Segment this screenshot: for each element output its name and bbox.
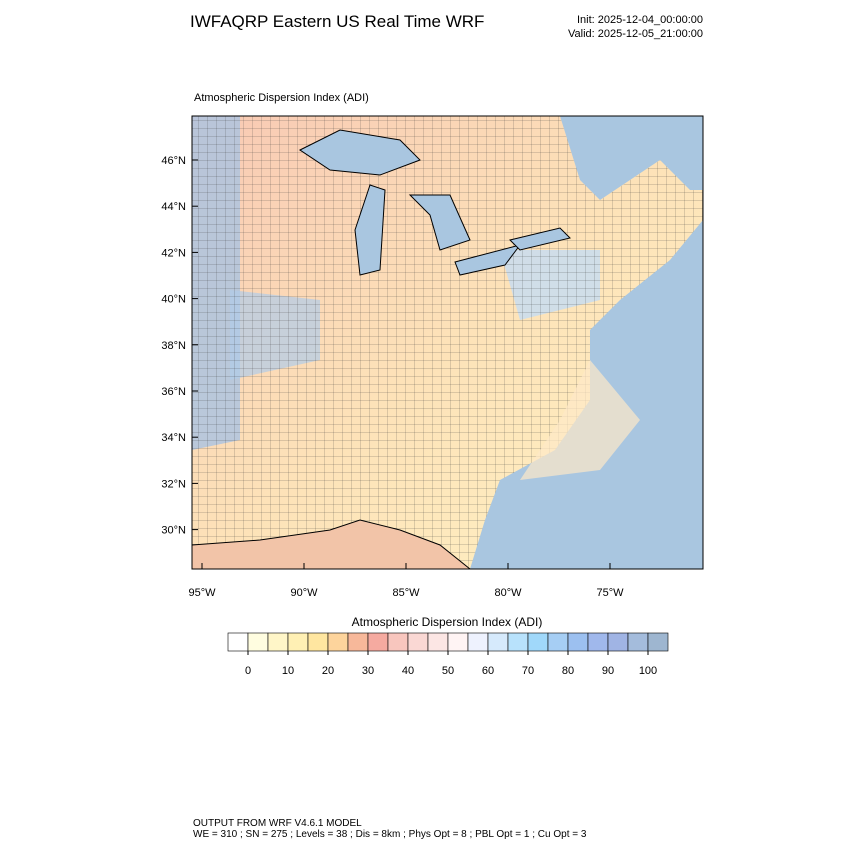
counties xyxy=(192,116,703,569)
colorbar-tick-label: 20 xyxy=(322,665,334,677)
title: IWFAQRP Eastern US Real Time WRF xyxy=(190,12,484,31)
colorbar-swatch xyxy=(327,632,349,652)
colorbar-tick-label: 10 xyxy=(282,665,294,677)
colorbar-swatch xyxy=(447,632,469,652)
colorbar-swatch xyxy=(607,632,629,652)
colorbar-title: Atmospheric Dispersion Index (ADI) xyxy=(352,615,543,629)
colorbar-swatch xyxy=(387,632,409,652)
lat-label: 30°N xyxy=(161,525,186,537)
map-frame xyxy=(191,115,704,570)
colorbar-swatch xyxy=(527,632,549,652)
lat-label: 32°N xyxy=(161,478,186,490)
colorbar-swatch xyxy=(247,632,269,652)
colorbar-swatch xyxy=(587,632,609,652)
lat-label: 42°N xyxy=(161,247,186,259)
colorbar-tick-label: 90 xyxy=(602,665,614,677)
lon-label: 85°W xyxy=(392,587,420,599)
footer-line: WE = 310 ; SN = 275 ; Levels = 38 ; Dis … xyxy=(193,829,587,840)
colorbar-swatch xyxy=(347,632,369,652)
map-subtitle: Atmospheric Dispersion Index (ADI) xyxy=(194,92,369,104)
lon-label: 90°W xyxy=(290,587,318,599)
colorbar-swatch xyxy=(407,632,429,652)
colorbar-swatch xyxy=(367,632,389,652)
colorbar-swatch xyxy=(547,632,569,652)
lon-label: 95°W xyxy=(188,587,216,599)
axes: 46°N 44°N 42°N 40°N 38°N 36°N 34°N 32°N 30°N 95°W… xyxy=(161,155,624,599)
colorbar-swatch xyxy=(287,632,309,652)
colorbar-swatch xyxy=(427,632,449,652)
lake-ontario xyxy=(509,227,571,251)
colorbar-swatch xyxy=(487,632,509,652)
lake-huron xyxy=(408,194,471,251)
colorbar-swatch xyxy=(307,632,329,652)
init-time: Init: 2025-12-04_00:00:00 xyxy=(577,14,703,26)
lat-label: 38°N xyxy=(161,340,186,352)
lake-superior xyxy=(299,129,421,176)
colorbar-swatch xyxy=(567,632,589,652)
colorbar-swatch xyxy=(467,632,489,652)
colorbar-swatch xyxy=(507,632,529,652)
colorbar-tick-label: 40 xyxy=(402,665,414,677)
colorbar-swatch xyxy=(267,632,289,652)
colorbar-swatch xyxy=(227,632,249,652)
footer-line: OUTPUT FROM WRF V4.6.1 MODEL xyxy=(193,818,362,829)
lon-label: 80°W xyxy=(494,587,522,599)
colorbar-tick-label: 0 xyxy=(245,665,251,677)
coastal-plume xyxy=(520,360,640,480)
valid-time: Valid: 2025-12-05_21:00:00 xyxy=(568,28,703,40)
colorbar-tick-label: 60 xyxy=(482,665,494,677)
lat-label: 34°N xyxy=(161,432,186,444)
colorbar-swatch xyxy=(627,632,649,652)
colorbar: 0 10 20 30 40 50 60 70 80 90 100 xyxy=(227,632,669,677)
colorbar-tick-label: 70 xyxy=(522,665,534,677)
colorbar-swatch xyxy=(647,632,669,652)
colorbar-tick-label: 100 xyxy=(639,665,657,677)
lake-michigan xyxy=(354,184,386,276)
colorbar-tick-label: 50 xyxy=(442,665,454,677)
colorbar-tick-label: 80 xyxy=(562,665,574,677)
colorbar-tick-label: 30 xyxy=(362,665,374,677)
lat-label: 40°N xyxy=(161,294,186,306)
lat-label: 44°N xyxy=(161,201,186,213)
lat-label: 36°N xyxy=(161,386,186,398)
map xyxy=(191,115,704,570)
lake-erie xyxy=(454,244,522,276)
lat-label: 46°N xyxy=(161,155,186,167)
lon-label: 75°W xyxy=(596,587,624,599)
